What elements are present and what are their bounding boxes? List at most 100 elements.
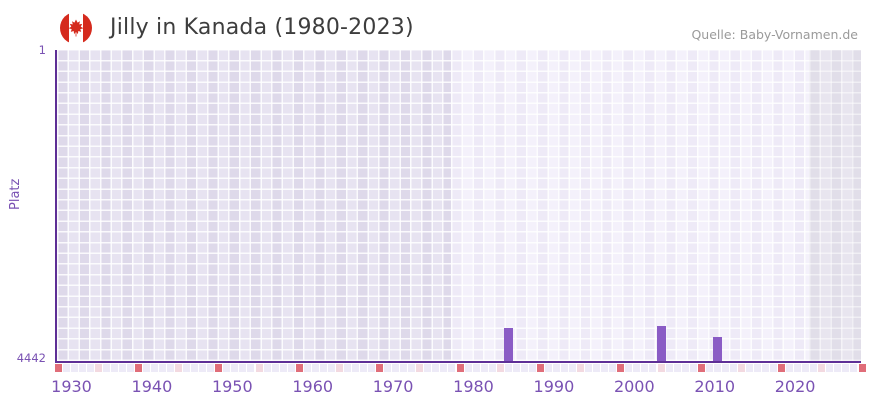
strip-decade-1990 [536, 364, 544, 372]
x-tick-2010: 2010 [694, 377, 736, 396]
strip-year [287, 364, 295, 372]
maple-leaf-icon [68, 19, 84, 37]
y-axis-label: Platz [8, 178, 23, 210]
strip-decade-1950 [215, 364, 223, 372]
strip-year [432, 364, 440, 372]
strip-year [360, 364, 368, 372]
strip-year [448, 364, 456, 372]
strip-year [110, 364, 118, 372]
strip-year [625, 364, 633, 372]
page-title: Jilly in Kanada (1980-2023) [110, 15, 414, 40]
strip-year [649, 364, 657, 372]
strip-year [384, 364, 392, 372]
x-tick-1980: 1980 [453, 377, 494, 396]
x-tick-2020: 2020 [774, 377, 816, 396]
strip-year [770, 364, 778, 372]
bar-2012 [712, 336, 722, 361]
strip-year [834, 364, 842, 372]
strip-year [480, 364, 488, 372]
strip-year [118, 364, 126, 372]
strip-year [327, 364, 335, 372]
strip-year [673, 364, 681, 372]
strip-year [440, 364, 448, 372]
strip-year [392, 364, 400, 372]
strip-decade-1940 [134, 364, 142, 372]
strip-year [794, 364, 802, 372]
strip-year [167, 364, 175, 372]
strip-year [713, 364, 721, 372]
strip-year [818, 364, 826, 372]
strip-year [62, 364, 70, 372]
band-medium [57, 50, 451, 361]
strip-year [311, 364, 319, 372]
strip-year [641, 364, 649, 372]
strip-year [142, 364, 150, 372]
strip-year [400, 364, 408, 372]
strip-decade-2010 [697, 364, 705, 372]
strip-year [159, 364, 167, 372]
strip-year [786, 364, 794, 372]
strip-year [472, 364, 480, 372]
strip-year [424, 364, 432, 372]
strip-year [826, 364, 834, 372]
strip-year [569, 364, 577, 372]
strip-year [577, 364, 585, 372]
strip-year [175, 364, 183, 372]
strip-year [496, 364, 504, 372]
strip-year [239, 364, 247, 372]
strip-year [633, 364, 641, 372]
strip-decade-1980 [456, 364, 464, 372]
strip-decade-1970 [376, 364, 384, 372]
x-tick-1990: 1990 [533, 377, 575, 396]
strip-year [78, 364, 86, 372]
strip-year [504, 364, 512, 372]
strip-year [408, 364, 416, 372]
x-axis-ticks: 1930 1940 1950 1960 1970 1980 1990 2000 2010 2020 [51, 377, 861, 397]
strip-year [94, 364, 102, 372]
strip-decade-2000 [617, 364, 625, 372]
strip-year [802, 364, 810, 372]
strip-year [368, 364, 376, 372]
bar-1986 [503, 328, 513, 361]
x-tick-1960: 1960 [292, 377, 334, 396]
strip-year [689, 364, 697, 372]
strip-year [199, 364, 207, 372]
strip-year [223, 364, 231, 372]
strip-year [601, 364, 609, 372]
strip-year [416, 364, 424, 372]
strip-year [247, 364, 255, 372]
strip-year [552, 364, 560, 372]
band-dark [808, 50, 861, 361]
strip-year [842, 364, 850, 372]
y-tick-bottom: 4442 [16, 351, 46, 365]
strip-year [512, 364, 520, 372]
x-tick-1950: 1950 [211, 377, 253, 396]
strip-year [729, 364, 737, 372]
strip-year [657, 364, 665, 372]
x-axis-line [55, 361, 861, 363]
x-tick-2000: 2000 [613, 377, 655, 396]
strip-year [351, 364, 359, 372]
y-tick-top: 1 [38, 43, 46, 57]
strip-decade-1930 [54, 364, 62, 372]
x-tick-1930: 1930 [51, 377, 92, 396]
strip-year [255, 364, 263, 372]
strip-year [335, 364, 343, 372]
strip-year [737, 364, 745, 372]
strip-decade-1960 [295, 364, 303, 372]
strip-year [762, 364, 770, 372]
strip-year [86, 364, 94, 372]
strip-year [665, 364, 673, 372]
strip-year [561, 364, 569, 372]
strip-year [70, 364, 78, 372]
strip-year [126, 364, 134, 372]
strip-year [745, 364, 753, 372]
strip-year [528, 364, 536, 372]
strip-year [343, 364, 351, 372]
x-tick-1970: 1970 [372, 377, 414, 396]
strip-year [183, 364, 191, 372]
strip-year [721, 364, 729, 372]
strip-year [191, 364, 199, 372]
strip-year [681, 364, 689, 372]
